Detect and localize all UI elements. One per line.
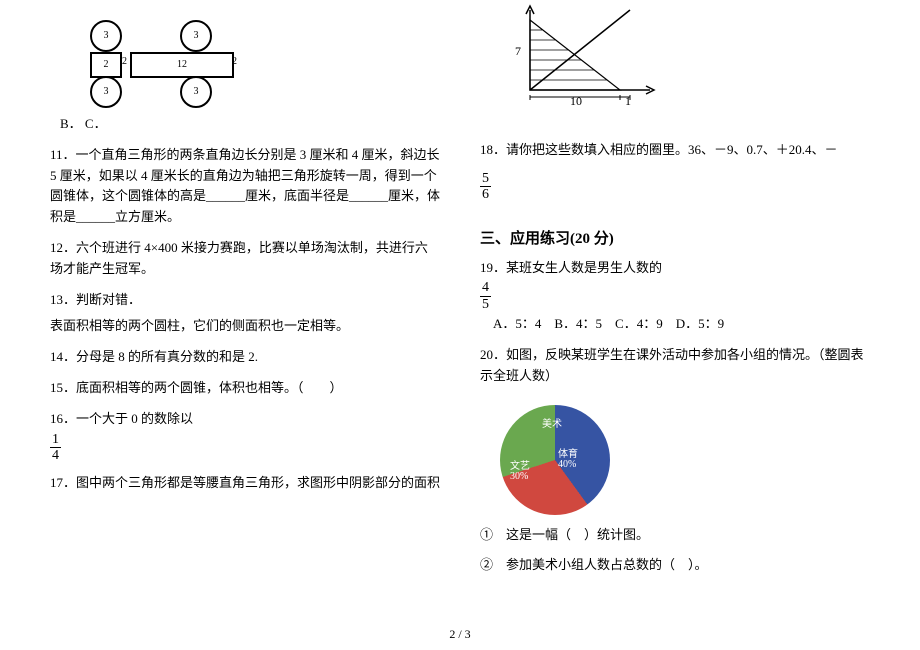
diagram-triangles: 7 10 1 [500, 0, 660, 130]
q19-frac: 4 5 [480, 280, 870, 312]
side-label-left: 2 [122, 56, 127, 67]
circle-top-right: 3 [180, 20, 212, 52]
circle-top-left: 3 [90, 20, 122, 52]
frac-num: 1 [50, 432, 61, 448]
y-label: 7 [515, 44, 521, 58]
frac-num: 4 [480, 280, 491, 296]
q20-sub2: ② 参加美术小组人数占总数的（ ）。 [480, 555, 870, 576]
x-label-10: 10 [570, 94, 582, 108]
pie-pct-wenyi: 30% [510, 471, 528, 482]
q16: 16．一个大于 0 的数除以 [50, 409, 440, 430]
pie-label-wenyi: 文艺 [510, 457, 530, 472]
right-column: 7 10 1 18．请你把这些数填入相应的圈里。36、－9、0.7、＋20.4、… [480, 20, 870, 630]
q15: 15．底面积相等的两个圆锥，体积也相等。（ ） [50, 378, 440, 399]
fraction-5-6: 5 6 [480, 171, 491, 203]
page: 3 3 2 12 2 2 3 3 B． C． 11．一个直角三角形的两条直角边长… [0, 0, 920, 630]
triangle-svg: 7 10 1 [500, 0, 660, 120]
pie-chart-wrap: 体育 40% 文艺 30% 美术 [480, 397, 640, 521]
side-label-right: 2 [232, 56, 237, 67]
bc-options: B． C． [60, 114, 440, 135]
q20-sub1: ① 这是一幅（ ）统计图。 [480, 525, 870, 546]
q13-body: 表面积相等的两个圆柱，它们的侧面积也一定相等。 [50, 316, 440, 337]
fraction-4-5: 4 5 [480, 280, 491, 312]
pie-label-meishu: 美术 [542, 415, 562, 430]
left-column: 3 3 2 12 2 2 3 3 B． C． 11．一个直角三角形的两条直角边长… [50, 20, 440, 630]
pie-pct-tiyu: 40% [558, 459, 576, 470]
q19-options: A．5：4 B．4：5 C．4：9 D．5：9 [480, 314, 870, 335]
fraction-1-4: 1 4 [50, 432, 61, 464]
q19: 19．某班女生人数是男生人数的 [480, 258, 870, 279]
frac-den: 6 [480, 187, 491, 202]
frac-den: 5 [480, 297, 491, 312]
q20: 20．如图，反映某班学生在课外活动中参加各小组的情况。（整圆表示全班人数） [480, 345, 870, 387]
q17: 17．图中两个三角形都是等腰直角三角形，求图形中阴影部分的面积 [50, 473, 440, 494]
rect-small: 2 [90, 52, 122, 78]
q18: 18．请你把这些数填入相应的圈里。36、－9、0.7、＋20.4、－ [480, 140, 870, 161]
section-title-3: 三、应用练习(20 分) [480, 227, 870, 248]
q14: 14．分母是 8 的所有真分数的和是 2. [50, 347, 440, 368]
q12: 12．六个班进行 4×400 米接力赛跑，比赛以单场淘汰制，共进行六场才能产生冠… [50, 238, 440, 280]
frac-num: 5 [480, 171, 491, 187]
diagram-circles-rect: 3 3 2 12 2 2 3 3 [50, 20, 250, 110]
q16-frac: 1 4 [50, 432, 440, 464]
q11: 11．一个直角三角形的两条直角边长分别是 3 厘米和 4 厘米，斜边长 5 厘米… [50, 145, 440, 228]
pie-label-tiyu: 体育 [558, 445, 578, 460]
rect-big: 12 [130, 52, 234, 78]
q13: 13．判断对错． [50, 290, 440, 311]
page-footer: 2 / 3 [0, 627, 920, 642]
circle-bot-right: 3 [180, 76, 212, 108]
circle-bot-left: 3 [90, 76, 122, 108]
q18-frac: 5 6 [480, 171, 870, 203]
frac-den: 4 [50, 448, 61, 463]
